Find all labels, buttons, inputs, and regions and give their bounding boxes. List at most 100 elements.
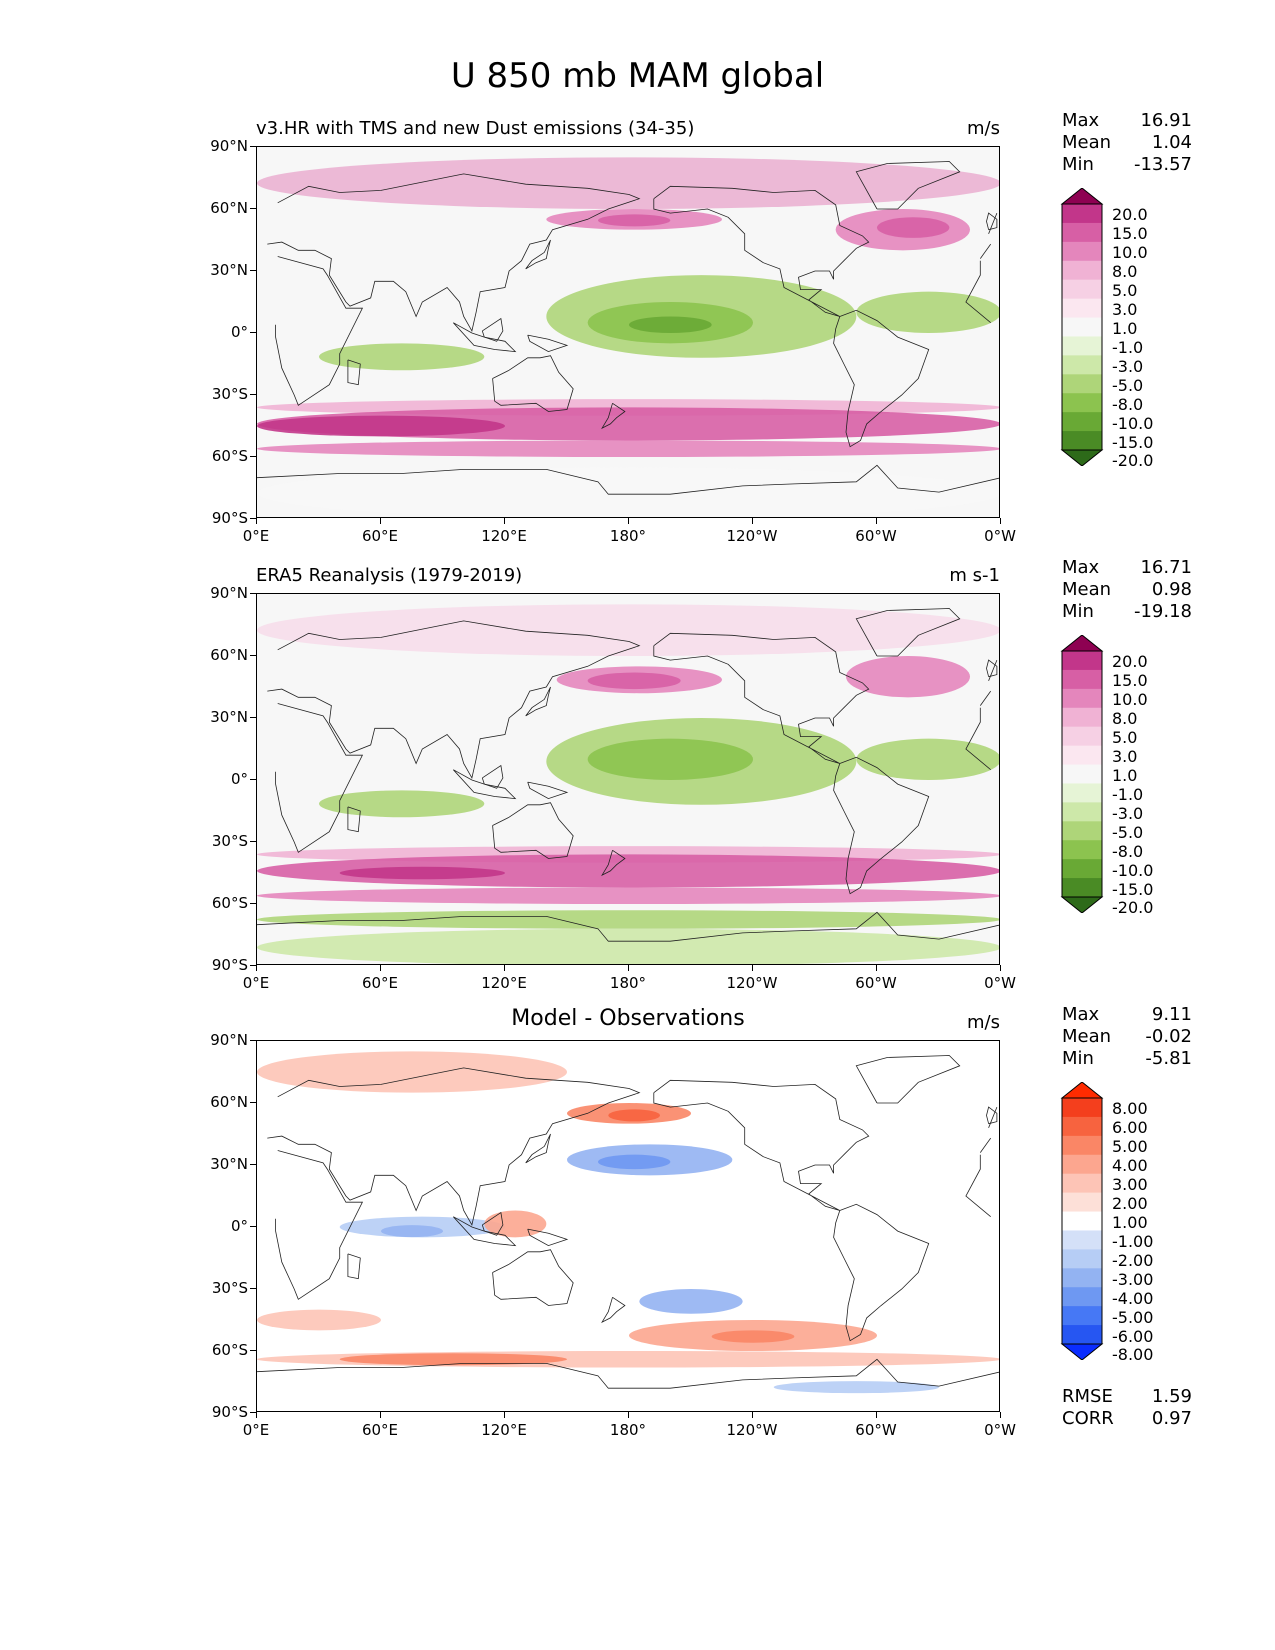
coastline <box>653 632 870 764</box>
lat-tickmark <box>250 593 256 595</box>
lat-tick-label: 90°S <box>211 1403 248 1421</box>
coastline <box>833 756 930 895</box>
colorbar-bin <box>1062 431 1102 451</box>
field-contour <box>257 887 999 904</box>
colorbar-label: -20.0 <box>1112 451 1154 471</box>
colorbar-bin <box>1062 355 1102 375</box>
lon-tickmark <box>1000 965 1002 971</box>
lon-tickmark <box>504 965 506 971</box>
lon-tick-label: 120°W <box>726 527 778 545</box>
colorbar-bin <box>1062 688 1102 709</box>
colorbar-bin <box>1062 669 1102 690</box>
field-contour <box>257 1051 567 1093</box>
field-contour <box>598 1154 671 1170</box>
coastline <box>979 243 992 259</box>
panel-obs: ERA5 Reanalysis (1979-2019) m s-1 90°N 60°N… <box>0 0 1275 992</box>
panel-diff: Model - Observations m/s 90°N 60°N 30°N 0° 30°… <box>0 0 1275 1439</box>
lon-tickmark <box>256 965 258 971</box>
colorbar-label: -8.00 <box>1112 1345 1154 1365</box>
lon-tick-label: 0°W <box>984 974 1016 992</box>
lon-tick-label: 180° <box>609 527 647 545</box>
lon-tickmark <box>628 1412 630 1418</box>
stat-label: Max <box>1062 1004 1100 1025</box>
coastline <box>988 1106 998 1128</box>
lon-tickmark <box>504 1412 506 1418</box>
lat-tickmark <box>250 1040 256 1042</box>
colorbar-bin <box>1062 651 1102 671</box>
lon-tick-label: 120°W <box>726 974 778 992</box>
colorbar-label: -15.0 <box>1112 879 1154 899</box>
colorbar-bin <box>1062 317 1102 337</box>
colorbar-label: -15.0 <box>1112 432 1154 452</box>
stat-value: 9.11 <box>1151 1004 1192 1025</box>
field-contour <box>257 928 999 964</box>
map-plot <box>256 146 1000 518</box>
coastline <box>855 1055 961 1104</box>
panel-title: Model - Observations <box>511 1006 745 1031</box>
lat-tickmark <box>250 965 256 967</box>
colorbar-label: 15.0 <box>1112 671 1148 691</box>
colorbar-bin <box>1062 393 1102 413</box>
lat-tickmark <box>250 270 256 272</box>
colorbar-label: -5.0 <box>1112 375 1144 395</box>
lon-tick-label: 180° <box>609 1421 647 1439</box>
colorbar-bin <box>1062 859 1102 879</box>
coastline <box>601 849 626 877</box>
coastline <box>347 806 361 833</box>
coastline <box>601 402 626 430</box>
coastline <box>257 464 999 495</box>
colorbar-bin <box>1062 1098 1102 1118</box>
field-contour <box>598 214 671 227</box>
colorbar-label: 5.00 <box>1112 1137 1148 1157</box>
lon-tick-label: 60°W <box>855 974 897 992</box>
lon-tickmark <box>752 965 754 971</box>
colorbar-label: -2.00 <box>1112 1250 1154 1270</box>
colorbar-label: 15.0 <box>1112 224 1148 244</box>
coastline <box>601 1296 626 1324</box>
stat-value: 0.97 <box>1151 1408 1192 1429</box>
stat-row: Mean -0.02 <box>1062 1026 1192 1048</box>
stat-label: RMSE <box>1062 1386 1113 1407</box>
stat-value: 0.98 <box>1151 579 1192 600</box>
coastline <box>453 769 517 800</box>
stat-row: CORR 0.97 <box>1062 1408 1192 1430</box>
coastline <box>988 659 998 681</box>
lat-tickmark <box>250 841 256 843</box>
colorbar-bin <box>1062 1154 1102 1175</box>
stat-row: Min -5.81 <box>1062 1048 1192 1070</box>
colorbar-label: 1.0 <box>1112 319 1138 338</box>
lat-tick-label: 60°N <box>210 646 248 664</box>
colorbar-bin <box>1062 1268 1102 1288</box>
coastline <box>275 703 364 853</box>
lat-tick-label: 60°N <box>210 199 248 217</box>
field-contour <box>319 790 485 818</box>
colorbar-label: -4.00 <box>1112 1288 1154 1308</box>
coastline <box>833 309 930 448</box>
lon-tick-label: 60°E <box>361 974 399 992</box>
stat-row: Max 9.11 <box>1062 1004 1192 1026</box>
stat-value: 16.91 <box>1140 110 1192 131</box>
field-contour <box>773 1381 939 1394</box>
field-svg <box>257 1051 999 1394</box>
lat-tick-label: 30°S <box>211 385 248 403</box>
lon-tick-label: 120°W <box>726 1421 778 1439</box>
colorbar-label: 3.00 <box>1112 1175 1148 1195</box>
colorbar-bin <box>1062 878 1102 898</box>
panel-title: v3.HR with TMS and new Dust emissions (3… <box>256 118 695 139</box>
colorbar-label: -8.0 <box>1112 394 1144 414</box>
lon-tick-label: 0°E <box>242 974 270 992</box>
lat-tick-label: 90°N <box>210 1031 248 1049</box>
coastline <box>481 764 504 789</box>
colorbar-label: 3.0 <box>1112 300 1138 320</box>
stats-block: Max 9.11 Mean -0.02 Min -5.81 <box>1062 1004 1192 1070</box>
coastline <box>855 608 961 657</box>
field-contour <box>587 672 681 690</box>
colorbar-label: -3.00 <box>1112 1269 1154 1289</box>
stat-row: RMSE 1.59 <box>1062 1386 1192 1408</box>
coastline <box>267 620 641 779</box>
colorbar-bin <box>1062 298 1102 319</box>
colorbar-bin <box>1062 802 1102 822</box>
lat-tickmark <box>250 903 256 905</box>
coastline <box>275 1150 364 1300</box>
colorbar-label: -1.00 <box>1112 1231 1154 1251</box>
